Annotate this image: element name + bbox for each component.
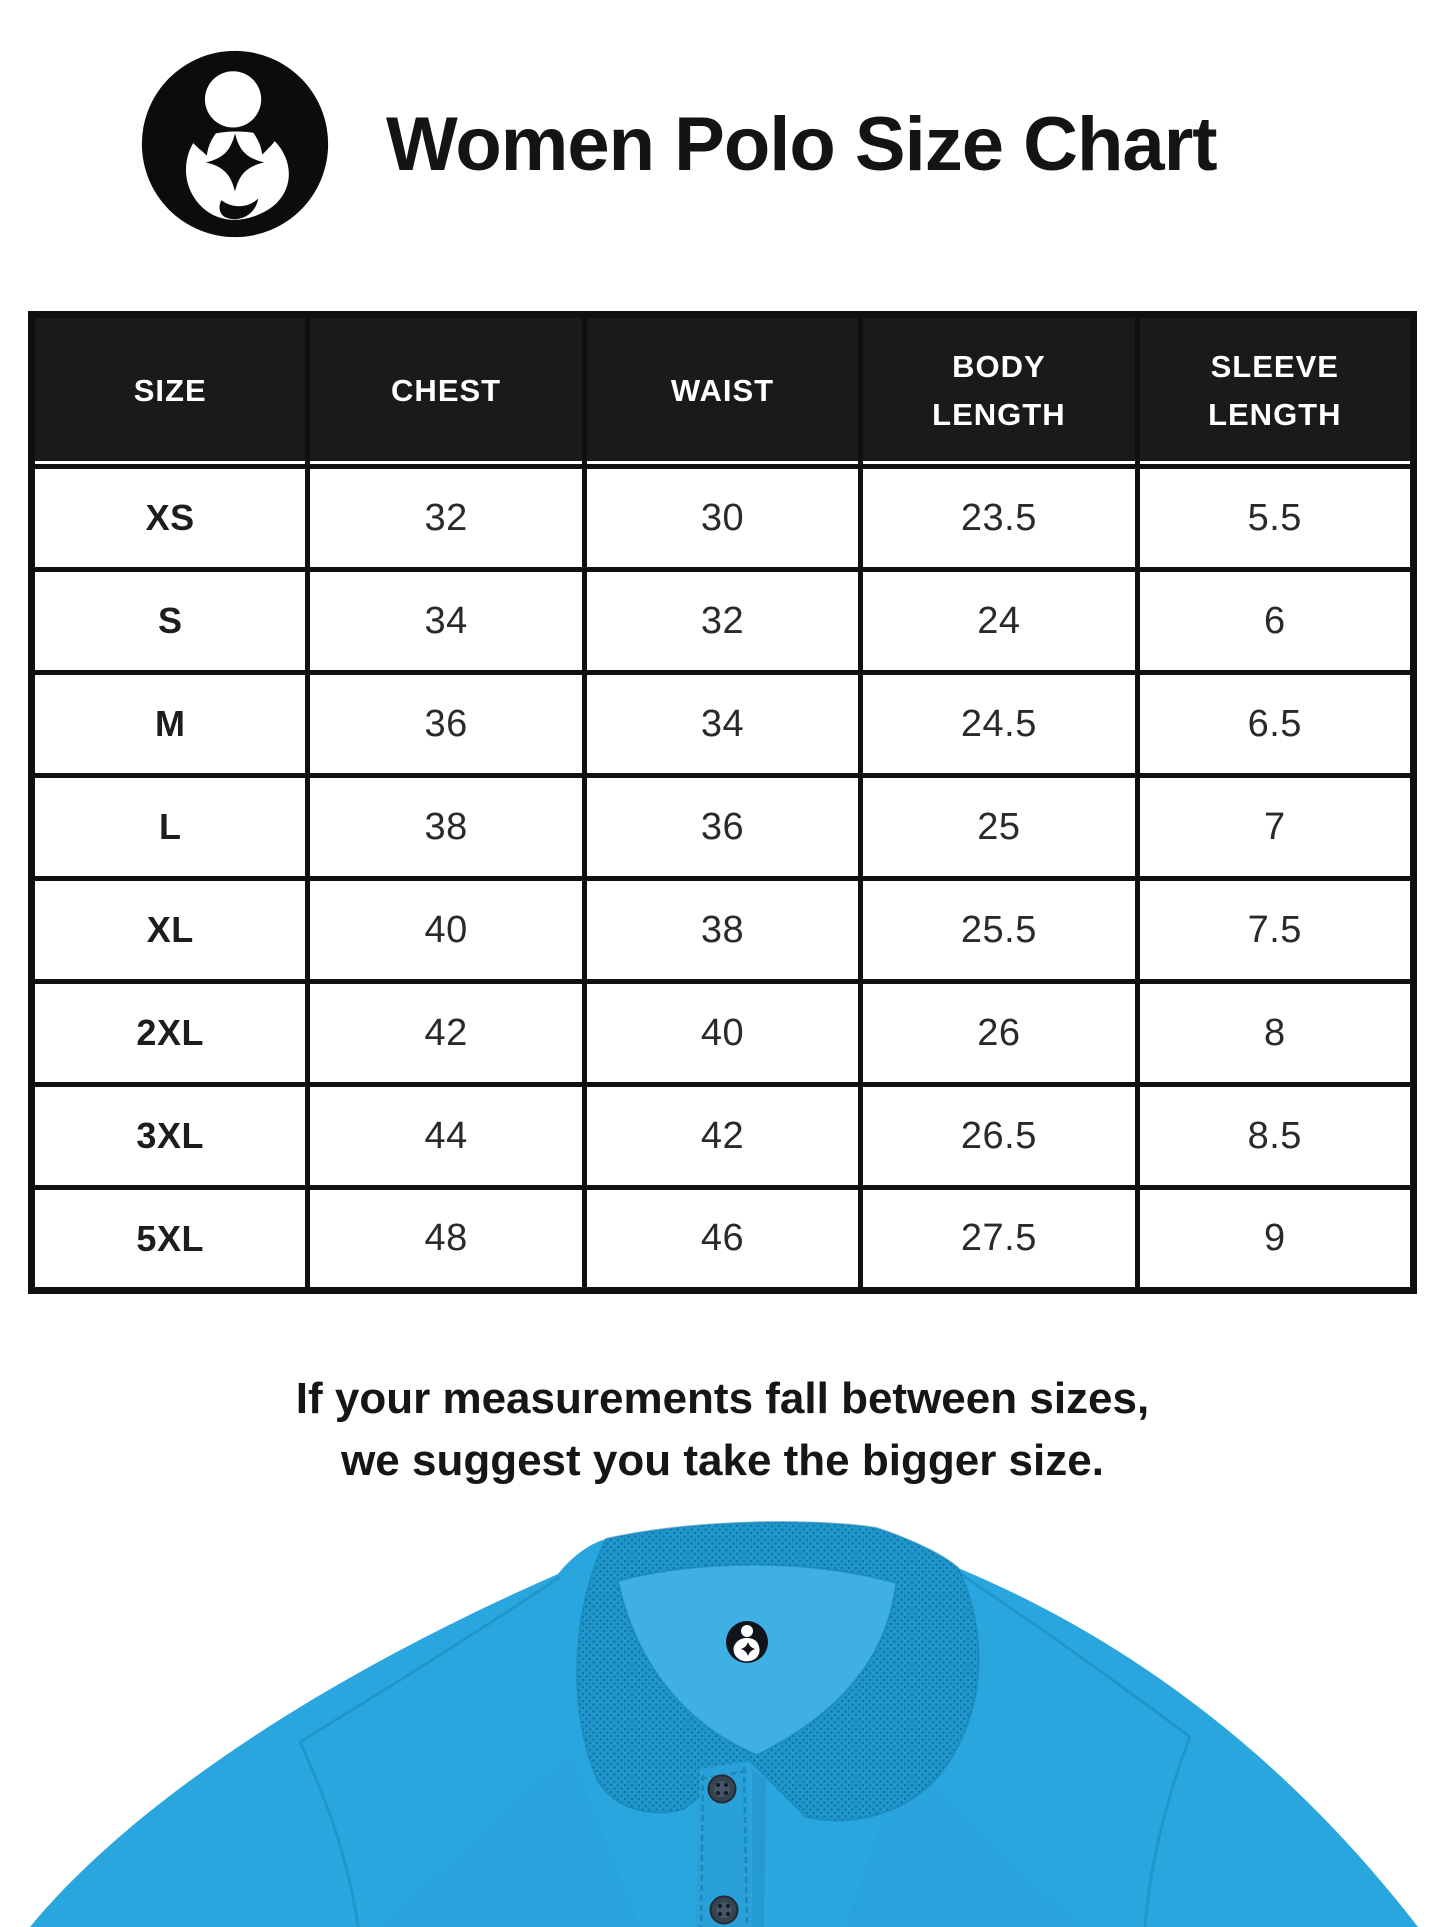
body-length-value: 26 xyxy=(858,979,1140,1087)
brand-logo-icon xyxy=(141,50,329,238)
sleeve-length-value: 6.5 xyxy=(1134,670,1417,778)
waist-value: 30 xyxy=(581,464,864,572)
sleeve-length-value: 7 xyxy=(1134,773,1417,881)
fit-note-line1: If your measurements fall between sizes, xyxy=(295,1374,1150,1423)
size-table-header: SIZE CHEST WAIST BODY LENGTH SLEEVE LENG… xyxy=(28,312,1417,469)
waist-value: 46 xyxy=(581,1185,864,1293)
body-length-value: 24 xyxy=(858,567,1140,675)
table-row: S 34 32 24 6 xyxy=(28,567,1417,675)
chest-value: 36 xyxy=(305,670,587,778)
body-length-value: 25 xyxy=(858,773,1140,881)
table-row: 3XL 44 42 26.5 8.5 xyxy=(28,1082,1417,1190)
header-row: SIZE CHEST WAIST BODY LENGTH SLEEVE LENG… xyxy=(28,312,1417,469)
chest-value: 40 xyxy=(305,876,587,984)
table-row: 2XL 42 40 26 8 xyxy=(28,979,1417,1087)
waist-value: 32 xyxy=(581,567,864,675)
size-label: L xyxy=(28,773,311,881)
fit-note: If your measurements fall between sizes,… xyxy=(0,1368,1445,1491)
sleeve-length-value: 5.5 xyxy=(1134,464,1417,572)
table-row: L 38 36 25 7 xyxy=(28,773,1417,881)
seam-lines xyxy=(298,1569,1192,1927)
polo-shirt-image xyxy=(30,1521,1418,1927)
size-label: 2XL xyxy=(28,979,311,1087)
collar xyxy=(576,1521,980,1822)
chest-value: 42 xyxy=(305,979,587,1087)
chest-value: 44 xyxy=(305,1082,587,1190)
column-header-sleeve-length: SLEEVE LENGTH xyxy=(1134,312,1417,469)
table-row: XL 40 38 25.5 7.5 xyxy=(28,876,1417,984)
size-table-container: SIZE CHEST WAIST BODY LENGTH SLEEVE LENG… xyxy=(28,311,1417,1294)
size-label: M xyxy=(28,670,311,778)
button-bottom xyxy=(709,1895,739,1925)
body-length-value: 24.5 xyxy=(858,670,1140,778)
column-header-chest: CHEST xyxy=(305,312,587,469)
column-header-body-length: BODY LENGTH xyxy=(858,312,1140,469)
size-table: SIZE CHEST WAIST BODY LENGTH SLEEVE LENG… xyxy=(28,311,1417,1294)
waist-value: 40 xyxy=(581,979,864,1087)
size-label: 3XL xyxy=(28,1082,311,1190)
waist-value: 36 xyxy=(581,773,864,881)
chest-value: 32 xyxy=(305,464,587,572)
button-top xyxy=(707,1774,737,1804)
sleeve-length-value: 9 xyxy=(1134,1185,1417,1293)
chest-value: 48 xyxy=(305,1185,587,1293)
waist-value: 42 xyxy=(581,1082,864,1190)
body-length-value: 27.5 xyxy=(858,1185,1140,1293)
column-header-waist: WAIST xyxy=(581,312,864,469)
page-title: Women Polo Size Chart xyxy=(386,101,1218,187)
sleeve-length-value: 7.5 xyxy=(1134,876,1417,984)
table-row: 5XL 48 46 27.5 9 xyxy=(28,1185,1417,1293)
chest-value: 38 xyxy=(305,773,587,881)
waist-value: 34 xyxy=(581,670,864,778)
body-length-value: 25.5 xyxy=(858,876,1140,984)
collar-tag-logo-icon xyxy=(726,1621,768,1663)
fit-note-line2: we suggest you take the bigger size. xyxy=(341,1435,1104,1485)
page-header: Women Polo Size Chart xyxy=(138,44,1218,244)
body-length-value: 23.5 xyxy=(858,464,1140,572)
column-header-size: SIZE xyxy=(28,312,311,469)
size-label: XL xyxy=(28,876,311,984)
body-length-value: 26.5 xyxy=(858,1082,1140,1190)
sleeve-length-value: 8.5 xyxy=(1134,1082,1417,1190)
table-row: M 36 34 24.5 6.5 xyxy=(28,670,1417,778)
size-table-body: XS 32 30 23.5 5.5 S 34 32 24 6 M 36 34 xyxy=(28,464,1417,1293)
size-label: XS xyxy=(28,464,311,572)
table-row: XS 32 30 23.5 5.5 xyxy=(28,464,1417,572)
sleeve-length-value: 8 xyxy=(1134,979,1417,1087)
chest-value: 34 xyxy=(305,567,587,675)
waist-value: 38 xyxy=(581,876,864,984)
size-label: S xyxy=(28,567,311,675)
sleeve-length-value: 6 xyxy=(1134,567,1417,675)
size-label: 5XL xyxy=(28,1185,311,1293)
